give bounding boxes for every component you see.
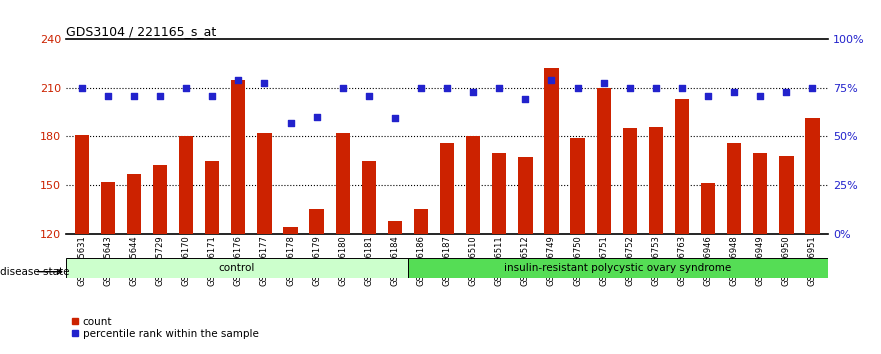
Point [440,85,454,90]
Bar [544,68,559,234]
Bar [100,182,115,234]
Point [675,85,689,90]
Bar [152,165,167,234]
Bar [231,80,246,234]
Point [100,93,115,98]
Bar [179,136,193,234]
Text: control: control [218,263,255,273]
Point [362,93,376,98]
Bar [805,119,819,234]
Bar [492,153,507,234]
Point [75,85,89,90]
Bar [623,128,637,234]
Bar [753,153,767,234]
Point [284,120,298,126]
Bar [66,258,408,278]
Text: disease state: disease state [0,267,70,277]
Text: insulin-resistant polycystic ovary syndrome: insulin-resistant polycystic ovary syndr… [504,263,731,273]
Bar [336,133,350,234]
Bar [309,209,324,234]
Point [648,85,663,90]
Point [727,90,741,95]
Bar [408,258,828,278]
Point [780,90,794,95]
Point [623,85,637,90]
Bar [284,227,298,234]
Bar [701,183,715,234]
Text: GDS3104 / 221165_s_at: GDS3104 / 221165_s_at [66,25,217,38]
Point [388,116,402,121]
Bar [648,126,663,234]
Point [544,77,559,82]
Point [153,93,167,98]
Point [309,114,323,120]
Bar [727,143,742,234]
Bar [779,156,794,234]
Bar [257,133,271,234]
Legend: count, percentile rank within the sample: count, percentile rank within the sample [71,317,259,339]
Bar [440,143,455,234]
Bar [388,221,402,234]
Point [518,96,532,102]
Point [571,85,585,90]
Bar [361,161,376,234]
Point [596,80,611,86]
Bar [414,209,428,234]
Bar [466,136,480,234]
Bar [127,173,141,234]
Bar [675,99,689,234]
Bar [596,87,611,234]
Point [205,93,219,98]
Point [336,85,350,90]
Bar [75,135,89,234]
Point [492,85,507,90]
Point [127,93,141,98]
Point [701,93,715,98]
Point [805,85,819,90]
Point [466,90,480,95]
Point [753,93,767,98]
Point [257,80,271,86]
Point [179,85,193,90]
Point [414,85,428,90]
Bar [205,161,219,234]
Point [232,77,246,82]
Bar [570,138,585,234]
Bar [518,158,533,234]
